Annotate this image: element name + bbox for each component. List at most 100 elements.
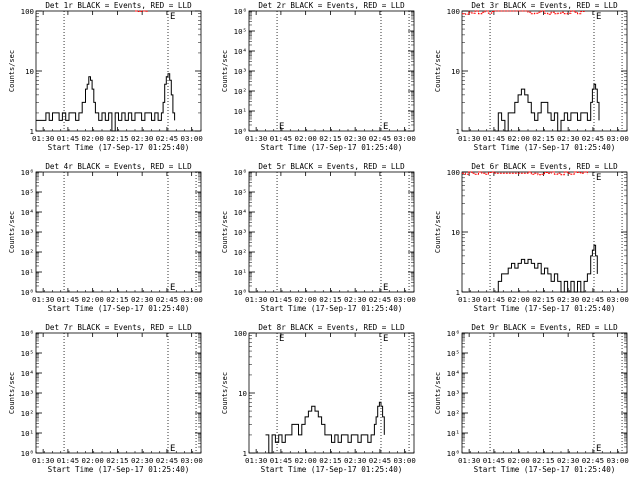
marker-letter-e: E (383, 122, 388, 132)
y-axis-label: Counts/sec (434, 211, 442, 253)
panel-title: Det 8r BLACK = Events, RED = LLD (258, 323, 405, 332)
panel-det-9: Det 9r BLACK = Events, RED = LLD E 01:30 01… (434, 323, 629, 474)
y-tick-label: 10³ (234, 67, 247, 76)
panel-det-4: Det 4r BLACK = Events, RED = LLD E 01:30 01… (8, 162, 203, 313)
y-tick-label: 1 (30, 127, 34, 136)
y-tick-label: 10¹ (21, 429, 34, 438)
y-tick-label: 10⁴ (234, 208, 247, 217)
y-tick-label: 1 (243, 449, 247, 458)
x-tick-label: 01:30 (32, 295, 54, 304)
x-axis-label: Start Time (17-Sep-17 01:25:40) (48, 465, 190, 474)
series-events (265, 401, 385, 454)
x-tick-label: 01:45 (270, 456, 292, 465)
x-tick-label: 02:45 (156, 456, 178, 465)
y-axis-label: Counts/sec (8, 50, 16, 92)
x-tick-label: 03:00 (394, 456, 416, 465)
marker-letter-e: E (170, 444, 175, 454)
y-tick-label: 10² (21, 409, 34, 418)
panel-title: Det 3r BLACK = Events, RED = LLD (471, 1, 618, 10)
x-tick-label: 01:45 (57, 456, 79, 465)
panel-det-5: Det 5r BLACK = Events, RED = LLD E 01:30 01… (221, 162, 416, 313)
y-tick-label: 10 (451, 67, 460, 76)
panel-title: Det 7r BLACK = Events, RED = LLD (45, 323, 192, 332)
marker-letter-e: E (383, 334, 388, 344)
y-tick-label: 10⁵ (234, 188, 247, 197)
marker-letter-e: E (596, 173, 601, 183)
y-tick-label: 10³ (234, 228, 247, 237)
y-axis-label: Counts/sec (434, 372, 442, 414)
x-tick-label: 01:30 (32, 134, 54, 143)
x-axis-label: Start Time (17-Sep-17 01:25:40) (474, 143, 616, 152)
x-tick-label: 02:00 (508, 134, 530, 143)
y-tick-label: 10⁵ (21, 188, 34, 197)
y-tick-label: 10⁵ (447, 349, 460, 358)
x-tick-label: 02:15 (532, 134, 554, 143)
x-axis-label: Start Time (17-Sep-17 01:25:40) (48, 143, 190, 152)
y-tick-label: 10⁰ (234, 127, 247, 136)
x-axis-label: Start Time (17-Sep-17 01:25:40) (261, 143, 403, 152)
plot-frame (461, 332, 628, 454)
x-axis-label: Start Time (17-Sep-17 01:25:40) (474, 304, 616, 313)
x-tick-label: 02:45 (369, 134, 391, 143)
y-tick-label: 10⁵ (234, 27, 247, 36)
marker-letter-e: E (596, 12, 601, 22)
panel-title: Det 2r BLACK = Events, RED = LLD (258, 1, 405, 10)
x-tick-label: 02:00 (295, 134, 317, 143)
x-tick-label: 03:00 (181, 295, 203, 304)
plot-frame (35, 171, 202, 293)
y-tick-label: 10¹ (234, 107, 247, 116)
marker-letter-e: E (279, 122, 284, 132)
y-tick-label: 10⁴ (21, 369, 34, 378)
x-tick-label: 02:30 (131, 456, 153, 465)
marker-letter-e: E (170, 12, 175, 22)
x-tick-label: 01:30 (245, 456, 267, 465)
x-tick-label: 02:15 (106, 295, 128, 304)
series-events (36, 73, 176, 132)
x-tick-label: 01:30 (245, 295, 267, 304)
x-tick-label: 02:30 (557, 456, 579, 465)
x-tick-label: 02:30 (344, 456, 366, 465)
y-axis-label: Counts/sec (221, 211, 229, 253)
x-tick-label: 03:00 (394, 134, 416, 143)
y-tick-label: 10³ (447, 389, 460, 398)
x-tick-label: 01:45 (270, 295, 292, 304)
series-events (495, 244, 598, 293)
y-tick-label: 10⁰ (21, 288, 34, 297)
x-axis-label: Start Time (17-Sep-17 01:25:40) (261, 465, 403, 474)
x-tick-label: 02:45 (582, 295, 604, 304)
panel-title: Det 5r BLACK = Events, RED = LLD (258, 162, 405, 171)
y-tick-label: 10¹ (234, 268, 247, 277)
plot-frame (248, 171, 415, 293)
plot-frame (461, 10, 628, 132)
x-tick-label: 03:00 (607, 134, 629, 143)
x-tick-label: 02:30 (344, 134, 366, 143)
y-axis-label: Counts/sec (8, 372, 16, 414)
x-tick-label: 02:15 (106, 134, 128, 143)
x-tick-label: 02:15 (532, 295, 554, 304)
y-tick-label: 10² (21, 248, 34, 257)
marker-letter-e: E (383, 283, 388, 293)
x-tick-label: 02:15 (319, 456, 341, 465)
x-tick-label: 02:30 (131, 134, 153, 143)
x-tick-label: 03:00 (607, 456, 629, 465)
x-tick-label: 02:45 (156, 295, 178, 304)
x-tick-label: 02:00 (508, 456, 530, 465)
x-tick-label: 02:30 (557, 295, 579, 304)
marker-letter-e: E (170, 283, 175, 293)
y-tick-label: 100 (21, 7, 34, 16)
plot-frame (35, 332, 202, 454)
y-tick-label: 100 (447, 7, 460, 16)
x-tick-label: 02:45 (582, 134, 604, 143)
x-tick-label: 02:15 (319, 134, 341, 143)
x-tick-label: 02:30 (557, 134, 579, 143)
panel-title: Det 6r BLACK = Events, RED = LLD (471, 162, 618, 171)
x-tick-label: 01:30 (32, 456, 54, 465)
y-tick-label: 10⁰ (447, 449, 460, 458)
x-tick-label: 02:00 (295, 295, 317, 304)
y-tick-label: 10 (238, 389, 247, 398)
x-tick-label: 02:15 (532, 456, 554, 465)
x-tick-label: 01:45 (483, 456, 505, 465)
y-tick-label: 100 (447, 168, 460, 177)
